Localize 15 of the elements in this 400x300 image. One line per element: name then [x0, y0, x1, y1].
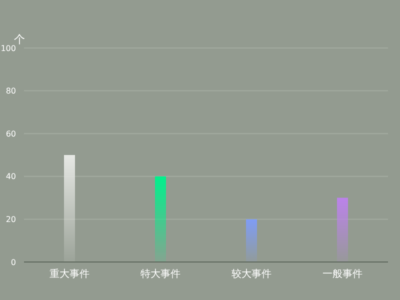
x-tick-label: 一般事件	[322, 268, 362, 280]
y-tick-label: 0	[10, 258, 16, 267]
y-tick-label: 80	[6, 86, 16, 96]
x-tick-label: 重大事件	[50, 268, 90, 280]
bar	[246, 219, 257, 262]
bar	[64, 155, 75, 262]
bar	[155, 176, 166, 262]
y-tick-label: 60	[6, 129, 16, 138]
bar	[337, 198, 348, 262]
y-axis-title: 个	[14, 32, 25, 46]
x-tick-label: 特大事件	[140, 268, 180, 280]
y-tick-label: 20	[6, 215, 16, 224]
x-tick-label: 较大事件	[232, 268, 272, 280]
y-tick-label: 40	[6, 172, 16, 182]
y-tick-label: 100	[0, 44, 16, 53]
